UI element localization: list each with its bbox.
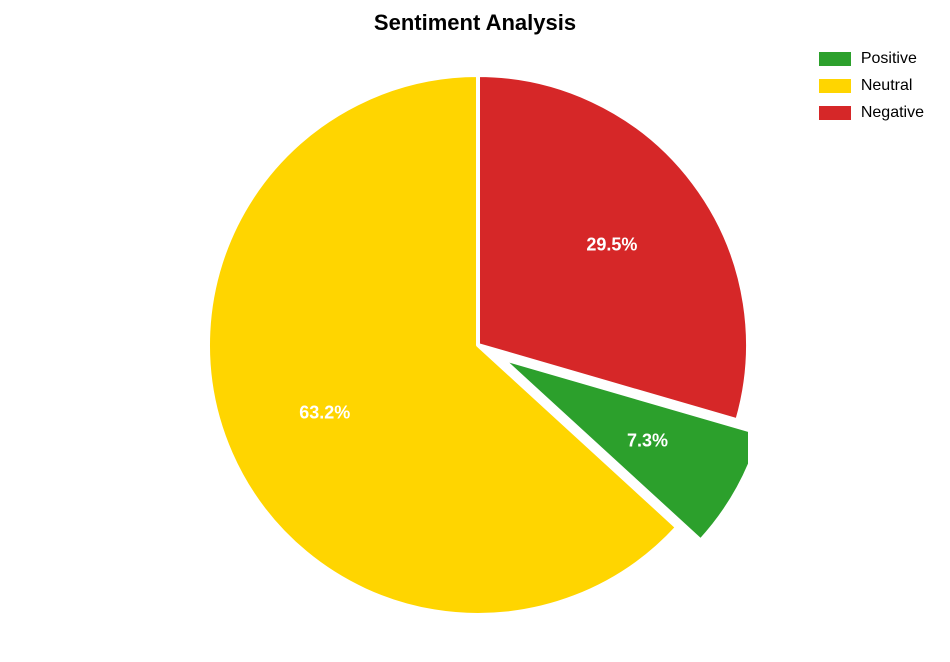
legend: Positive Neutral Negative: [819, 48, 924, 129]
legend-swatch: [819, 106, 851, 120]
pie-slice-label-neutral: 63.2%: [299, 402, 350, 422]
legend-swatch: [819, 52, 851, 66]
legend-swatch: [819, 79, 851, 93]
legend-item-positive: Positive: [819, 48, 924, 70]
legend-item-negative: Negative: [819, 102, 924, 124]
legend-label: Neutral: [861, 77, 913, 95]
pie-chart-container: 29.5% 7.3% 63.2%: [208, 60, 748, 630]
pie-chart-svg: 29.5% 7.3% 63.2%: [208, 60, 748, 630]
pie-slice-label-negative: 29.5%: [586, 234, 637, 254]
chart-title: Sentiment Analysis: [374, 10, 576, 36]
legend-label: Negative: [861, 104, 924, 122]
pie-slice-label-positive: 7.3%: [627, 430, 668, 450]
legend-label: Positive: [861, 50, 917, 68]
legend-item-neutral: Neutral: [819, 75, 924, 97]
